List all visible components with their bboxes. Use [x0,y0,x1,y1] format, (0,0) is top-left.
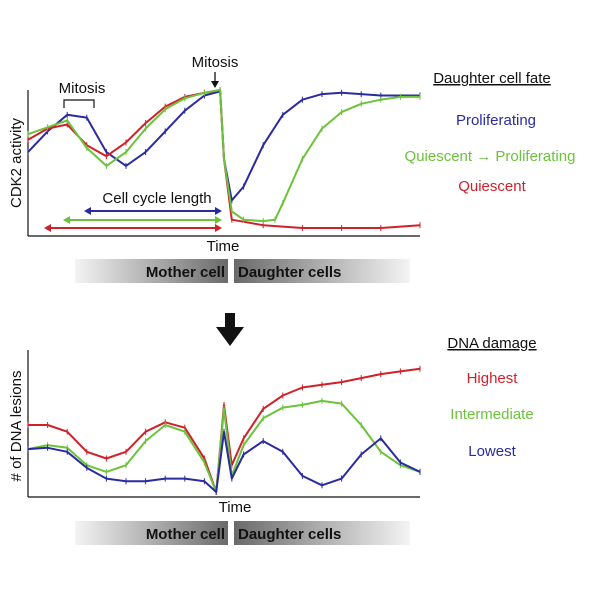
x-axis-label: Time [219,499,252,516]
legend-item-highest: Highest [467,370,519,387]
mother-cell-label: Mother cell [146,526,225,543]
mitosis-arrow-head [211,81,219,88]
legend-item-quiescent: Quiescent [458,178,526,195]
arrow-head [215,224,222,232]
y-axis-label: CDK2 activity [8,117,25,208]
mother-cell-label: Mother cell [146,264,225,281]
cell-cycle-length-label: Cell cycle length [102,190,211,207]
series-line-intermediate [27,399,421,493]
legend-item-lowest: Lowest [468,443,516,460]
daughter-cells-bar [234,259,410,283]
mitosis-bracket-label: Mitosis [59,80,106,97]
daughter-cells-bar [234,521,410,545]
legend-item-intermediate: Intermediate [450,406,533,423]
cell-cycle-arrows [44,207,222,232]
mitosis-arrow-label: Mitosis [192,54,239,71]
arrow-head [84,207,91,215]
series-group [27,365,421,495]
arrow-head [215,216,222,224]
legend-title: DNA damage [447,335,536,352]
arrow-head [44,224,51,232]
arrow-head [215,207,222,215]
mother-cell-bar [75,259,228,283]
mitosis-bracket [63,99,95,108]
x-axis-label: Time [207,238,240,255]
series-line-quiescent-proliferating [27,89,420,223]
legend-item-proliferating: Proliferating [456,112,536,129]
daughter-cells-label: Daughter cells [238,264,341,281]
legend-title: Daughter cell fate [433,70,551,87]
daughter-cells-label: Daughter cells [238,526,341,543]
series-group [27,87,421,231]
legend-text-quiescent-proliferating: Quiescent → Proliferating [405,148,576,165]
panel-dna-lesions: # of DNA lesions Time DNA damage Highest… [8,335,537,545]
down-arrow-icon [216,313,244,346]
mother-cell-bar [75,521,228,545]
y-axis-label: # of DNA lesions [8,371,25,482]
panel-cdk2: CDK2 activity Time Mitosis Mitosis Cell … [8,54,575,283]
series-line-lowest [27,430,421,493]
legend-item-quiescent-proliferating: Quiescent → Proliferating [405,148,576,165]
arrow-head [63,216,70,224]
